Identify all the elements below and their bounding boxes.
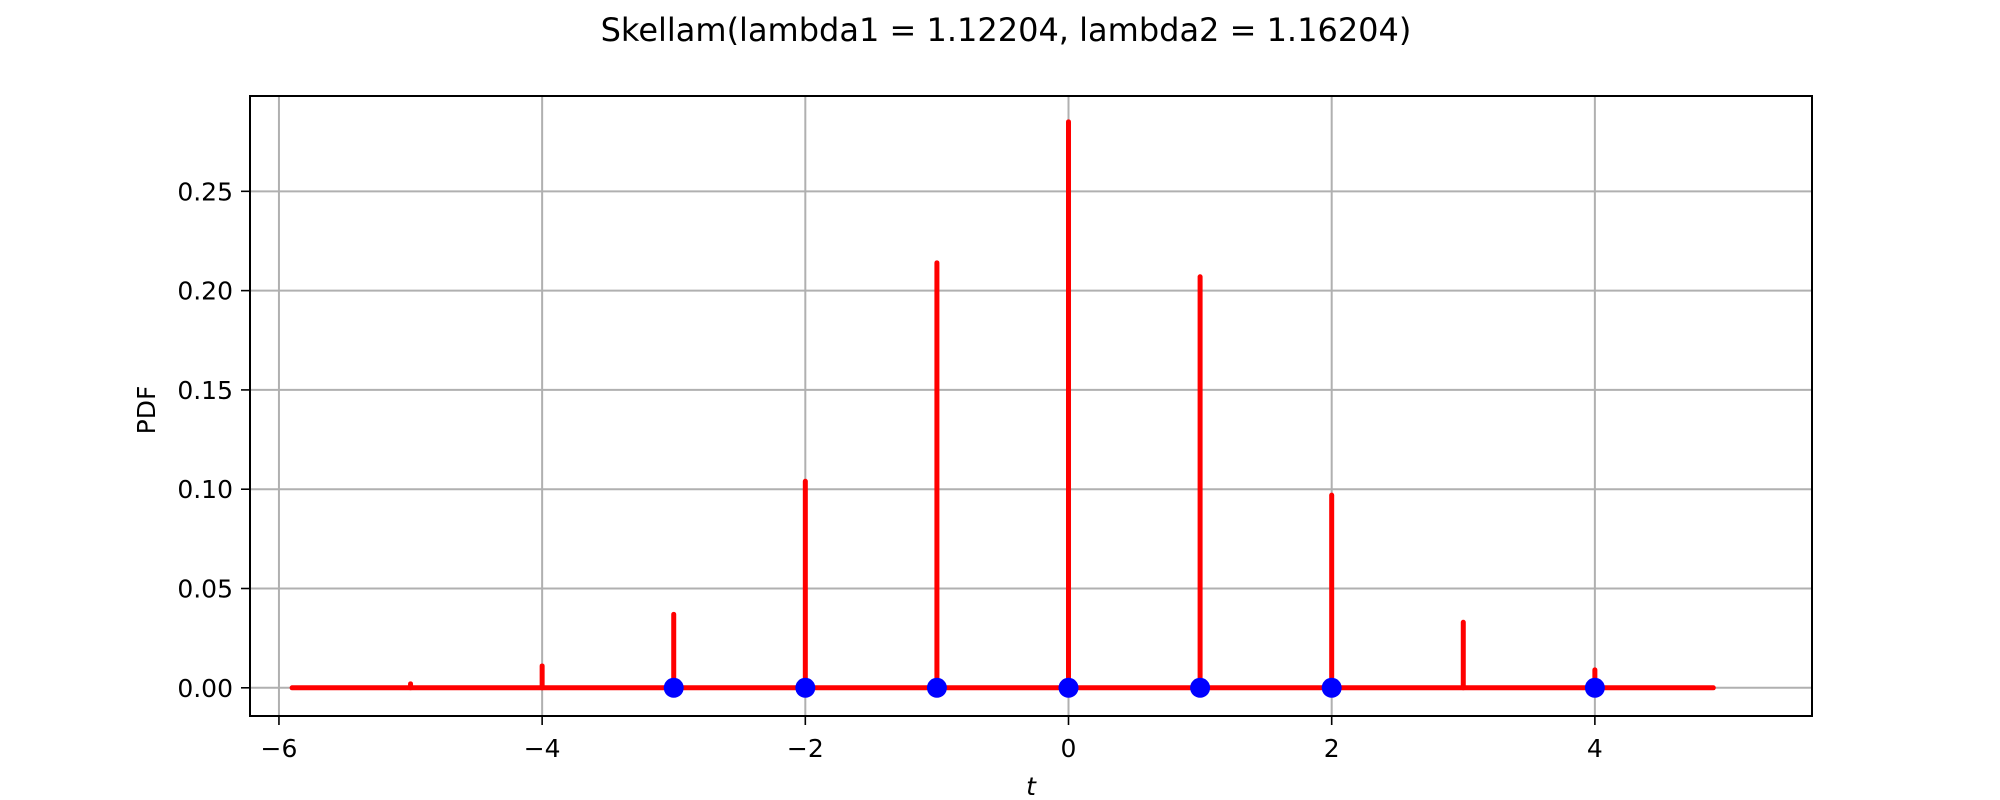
axis-ticks: −6 −4 −2 0 2 4 0.00 0.05 0.10 0.15 0.20 0.25 [177, 177, 1602, 763]
axes-frame [249, 95, 1813, 717]
y-tick-label: 0.00 [177, 674, 233, 703]
marker-point [663, 677, 684, 698]
x-axis-label: t [1026, 772, 1037, 800]
x-tick-label: 4 [1587, 734, 1603, 763]
x-tick-label: 0 [1061, 734, 1077, 763]
y-tick-label: 0.10 [177, 475, 233, 504]
marker-point [795, 677, 816, 698]
grid [250, 96, 1812, 716]
marker-point [1058, 677, 1079, 698]
marker-point [1190, 677, 1211, 698]
y-tick-label: 0.05 [177, 575, 233, 604]
y-tick-label: 0.25 [177, 177, 233, 206]
marker-point [1321, 677, 1342, 698]
chart-title: Skellam(lambda1 = 1.12204, lambda2 = 1.1… [601, 11, 1412, 49]
y-axis-label: PDF [132, 386, 161, 435]
plot-area [289, 119, 1716, 698]
marker-point [926, 677, 947, 698]
y-tick-label: 0.15 [177, 376, 233, 405]
x-tick-label: −2 [787, 734, 824, 763]
x-tick-label: −6 [261, 734, 298, 763]
x-tick-label: 2 [1324, 734, 1340, 763]
marker-point [1584, 677, 1605, 698]
x-tick-label: −4 [524, 734, 561, 763]
y-tick-label: 0.20 [177, 277, 233, 306]
